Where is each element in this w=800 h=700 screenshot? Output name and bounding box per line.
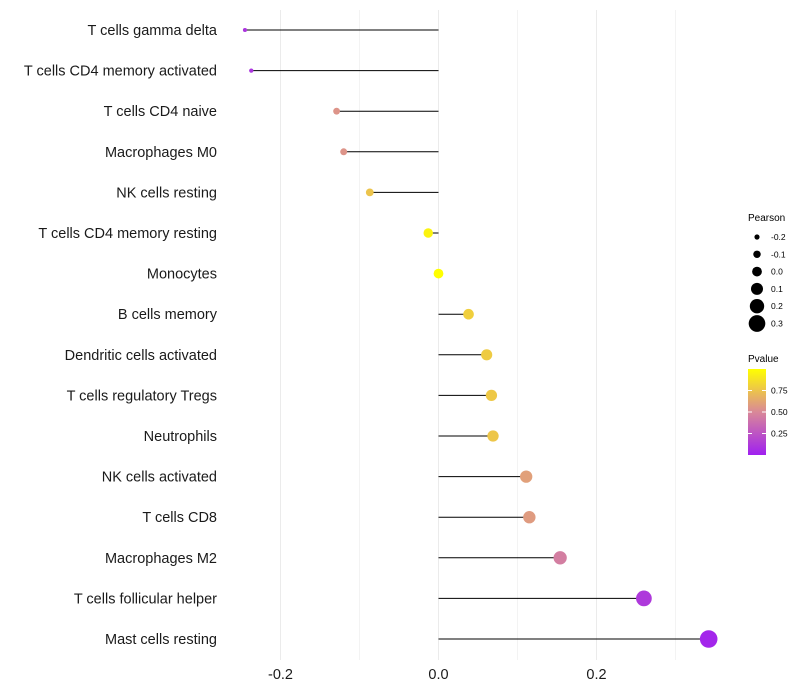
y-axis-label: Mast cells resting (105, 632, 217, 648)
legend-pearson-label: 0.2 (771, 301, 783, 311)
legend-pearson-label: 0.1 (771, 284, 783, 294)
y-axis-label: Neutrophils (144, 429, 217, 445)
legend-pvalue-ticks: 0.75 0.50 0.25 (748, 386, 788, 439)
y-axis-label: T cells CD4 memory activated (24, 64, 217, 80)
legend-pvalue-colorbar (748, 369, 766, 455)
lollipop-point (423, 228, 433, 238)
legend-pearson-title: Pearson (748, 213, 785, 224)
y-axis-labels: T cells gamma delta T cells CD4 memory ac… (24, 23, 218, 648)
y-axis-label: Macrophages M2 (105, 551, 217, 567)
lollipop-point (485, 389, 498, 402)
y-axis-label: NK cells activated (102, 470, 217, 486)
legend-pearson-label: 0.0 (771, 267, 783, 277)
lollipop-stems (244, 29, 709, 640)
y-axis-label: Monocytes (147, 267, 217, 283)
lollipop-point (433, 268, 444, 279)
legend-pvalue-label: 0.25 (771, 429, 788, 439)
y-axis-label: T cells CD4 naive (104, 104, 217, 120)
legend-pvalue-label: 0.75 (771, 386, 788, 396)
x-axis-tick-label: -0.2 (268, 667, 293, 683)
legend-pvalue-label: 0.50 (771, 407, 788, 417)
legend-pearson-dot (748, 315, 766, 332)
lollipop-point (365, 188, 374, 197)
lollipop-point (523, 511, 536, 524)
legend-pearson-label: -0.2 (771, 232, 786, 242)
legend-pearson-dot (752, 266, 762, 277)
lollipop-point (242, 27, 248, 33)
y-axis-label: T cells gamma delta (88, 23, 218, 39)
x-axis-tick-label: 0.2 (586, 667, 606, 683)
lollipop-point (340, 148, 348, 156)
legend: Pearson -0.2 -0.1 0.0 0.1 0.2 0.3 Pvalue 0.75… (748, 213, 788, 455)
legend-pearson-dot (750, 282, 764, 295)
lollipop-point (463, 308, 474, 320)
lollipop-point (481, 349, 493, 361)
lollipop-point (699, 630, 718, 648)
y-axis-label: T cells follicular helper (74, 591, 217, 607)
legend-pearson-label: -0.1 (771, 249, 786, 259)
y-axis-label: Macrophages M0 (105, 145, 217, 161)
x-axis-tick-label: 0.0 (428, 667, 448, 683)
y-axis-label: T cells CD4 memory resting (38, 226, 217, 242)
legend-pearson-dot (754, 234, 760, 240)
lollipop-point (553, 551, 567, 565)
legend-pearson-dot (753, 250, 761, 259)
grid-lines (280, 10, 676, 660)
lollipop-point (636, 590, 652, 607)
y-axis-label: T cells CD8 (142, 510, 217, 526)
y-axis-label: T cells regulatory Tregs (67, 388, 217, 404)
legend-pearson-dot (749, 299, 765, 314)
lollipop-point (487, 430, 499, 442)
y-axis-label: B cells memory (118, 307, 218, 323)
legend-pvalue-title: Pvalue (748, 354, 779, 365)
y-axis-label: Dendritic cells activated (65, 348, 217, 364)
lollipop-point (520, 470, 533, 483)
y-axis-label: NK cells resting (116, 185, 217, 201)
lollipop-point (333, 107, 340, 115)
legend-pearson-label: 0.3 (771, 319, 783, 329)
x-axis-tick-labels: -0.2 0.0 0.2 (268, 667, 607, 683)
lollipop-points (242, 27, 718, 648)
legend-pearson-items: -0.2 -0.1 0.0 0.1 0.2 0.3 (748, 232, 786, 332)
lollipop-point (249, 68, 254, 73)
